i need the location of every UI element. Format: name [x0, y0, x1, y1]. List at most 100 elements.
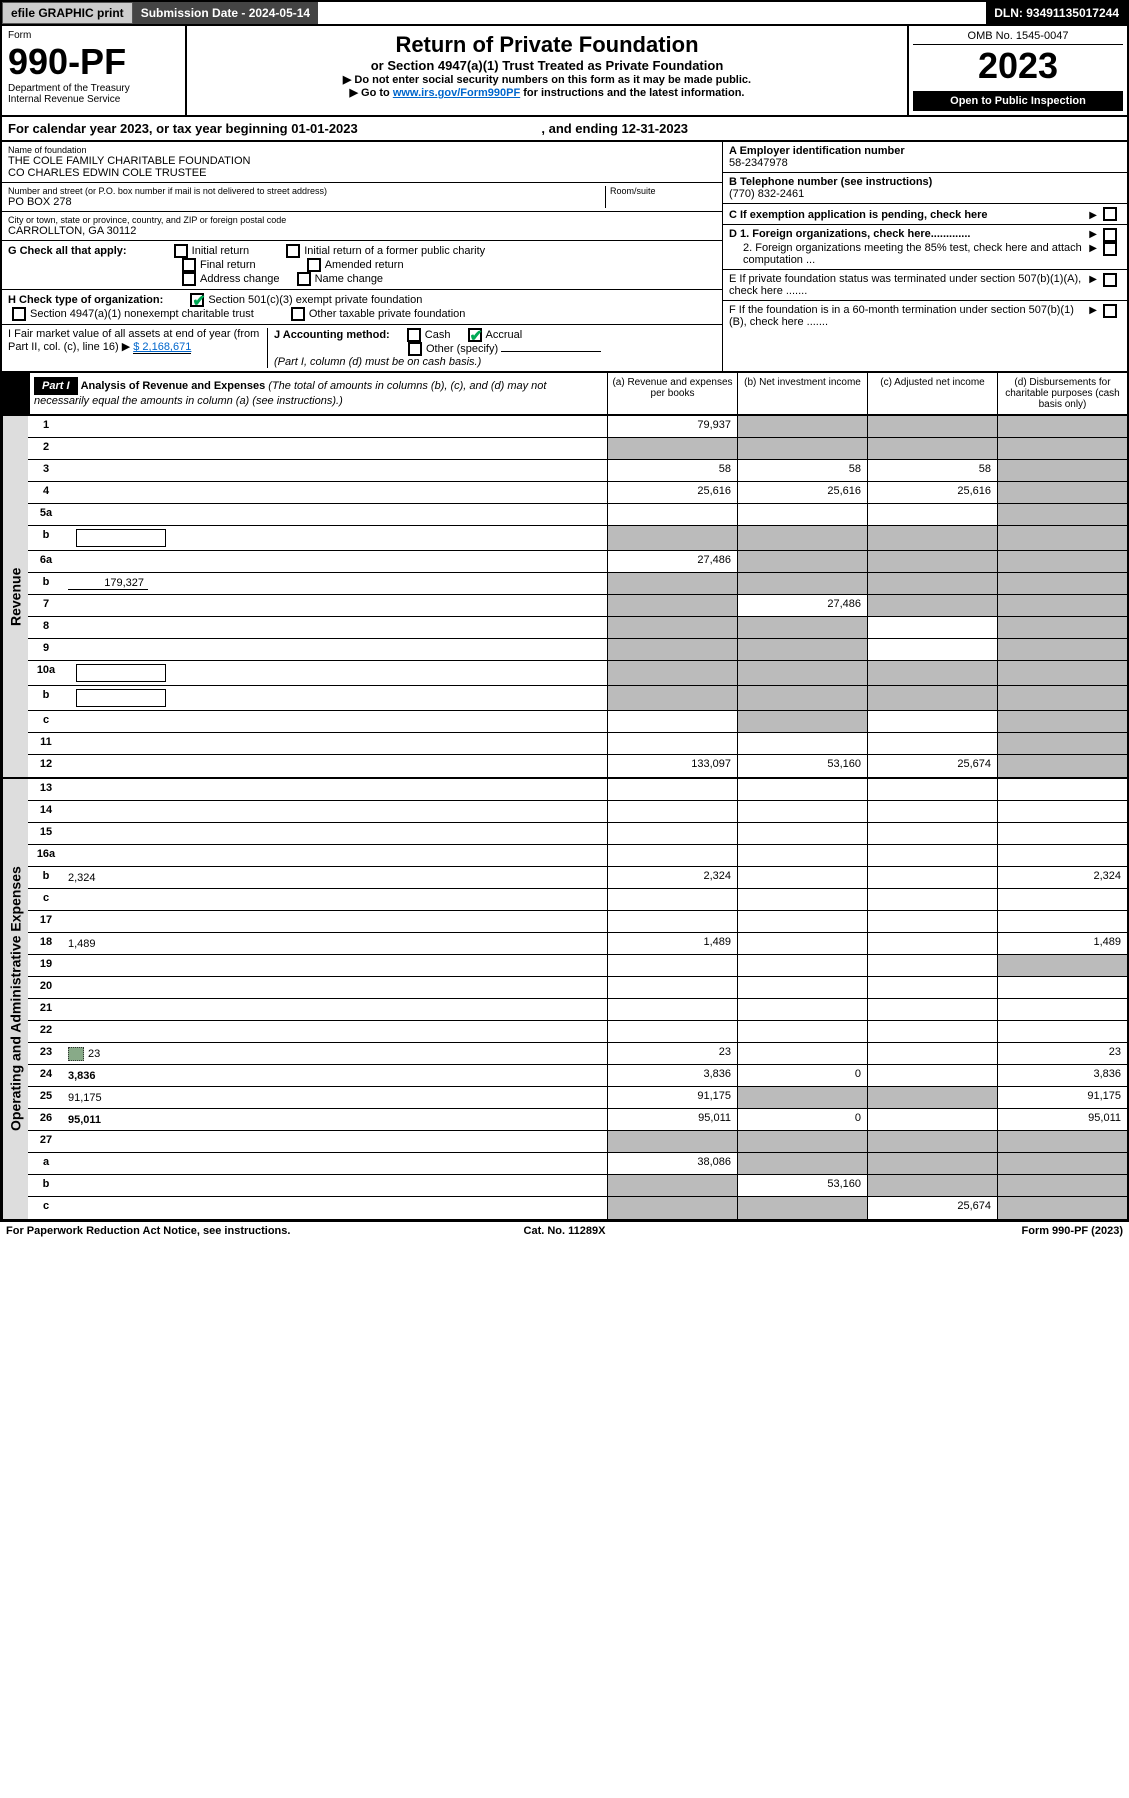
line-number: 10a: [28, 661, 64, 685]
inline-input-box[interactable]: [76, 689, 166, 707]
line-number: b: [28, 573, 64, 594]
tax-year: 2023: [913, 45, 1123, 87]
g-initial-former-checkbox[interactable]: [286, 244, 300, 258]
f-checkbox[interactable]: [1103, 304, 1117, 318]
inline-input-box[interactable]: [76, 664, 166, 682]
value-cell-c: [867, 551, 997, 572]
h-other-checkbox[interactable]: [291, 307, 305, 321]
value-cell-a: 27,486: [607, 551, 737, 572]
value-cell-b: 25,616: [737, 482, 867, 503]
value-cell-d: [997, 779, 1127, 800]
table-row: 17: [28, 911, 1127, 933]
part-1-header-row: Part I Analysis of Revenue and Expenses …: [0, 373, 1129, 416]
line-number: 22: [28, 1021, 64, 1042]
line-number: 6a: [28, 551, 64, 572]
h-501c3-checkbox[interactable]: [190, 293, 204, 307]
value-cell-c: [867, 1087, 997, 1108]
value-cell-d: 23: [997, 1043, 1127, 1064]
page-footer: For Paperwork Reduction Act Notice, see …: [0, 1221, 1129, 1240]
line-number: b: [28, 686, 64, 710]
g-addr-checkbox[interactable]: [182, 272, 196, 286]
c-checkbox[interactable]: [1103, 207, 1117, 221]
d1-checkbox[interactable]: [1103, 228, 1117, 242]
value-cell-b: [737, 1087, 867, 1108]
line-number: a: [28, 1153, 64, 1174]
g-amended-label: Amended return: [325, 259, 404, 271]
irs-label: Internal Revenue Service: [8, 94, 179, 105]
line-description: 2,324: [64, 867, 607, 888]
j-other-checkbox[interactable]: [408, 342, 422, 356]
j-cash-checkbox[interactable]: [407, 328, 421, 342]
value-cell-b: 0: [737, 1109, 867, 1130]
e-label: E If private foundation status was termi…: [729, 273, 1089, 297]
value-cell-c: [867, 416, 997, 437]
value-cell-d: [997, 1197, 1127, 1219]
e-checkbox[interactable]: [1103, 273, 1117, 287]
value-cell-d: [997, 639, 1127, 660]
open-inspection-badge: Open to Public Inspection: [913, 91, 1123, 111]
table-row: b53,160: [28, 1175, 1127, 1197]
line-number: 20: [28, 977, 64, 998]
table-row: 13: [28, 779, 1127, 801]
g-final-checkbox[interactable]: [182, 258, 196, 272]
j-accrual-checkbox[interactable]: [468, 328, 482, 342]
value-cell-a: [607, 526, 737, 550]
table-row: 16a: [28, 845, 1127, 867]
line-number: 16a: [28, 845, 64, 866]
value-cell-b: [737, 911, 867, 932]
value-cell-c: [867, 1131, 997, 1152]
value-cell-d: [997, 661, 1127, 685]
value-cell-a: [607, 1175, 737, 1196]
value-cell-a: [607, 779, 737, 800]
col-b-header: (b) Net investment income: [737, 373, 867, 414]
attachment-icon[interactable]: [68, 1047, 84, 1061]
value-cell-b: [737, 551, 867, 572]
table-row: a 38,086: [28, 1153, 1127, 1175]
value-cell-c: 58: [867, 460, 997, 481]
value-cell-c: [867, 845, 997, 866]
line-description: 95,011: [64, 1109, 607, 1130]
line-description: 3,836: [64, 1065, 607, 1086]
table-row: c: [28, 711, 1127, 733]
value-cell-b: 53,160: [737, 755, 867, 777]
phone-label: B Telephone number (see instructions): [729, 176, 932, 188]
value-cell-d: [997, 755, 1127, 777]
line-number: 3: [28, 460, 64, 481]
inline-input-box[interactable]: [76, 529, 166, 547]
revenue-table: Revenue 179,93723585858425,61625,61625,6…: [0, 416, 1129, 779]
value-cell-c: [867, 595, 997, 616]
value-cell-a: [607, 504, 737, 525]
irs-link[interactable]: www.irs.gov/Form990PF: [393, 87, 520, 99]
value-cell-d: [997, 686, 1127, 710]
calyear-pre: For calendar year 2023, or tax year begi…: [8, 121, 291, 136]
value-cell-d: [997, 551, 1127, 572]
line-number: 15: [28, 823, 64, 844]
line-number: 2: [28, 438, 64, 459]
line-number: 25: [28, 1087, 64, 1108]
value-cell-c: 25,674: [867, 1197, 997, 1219]
line-number: 21: [28, 999, 64, 1020]
value-cell-c: 25,616: [867, 482, 997, 503]
g-name-checkbox[interactable]: [297, 272, 311, 286]
value-cell-a: 1,489: [607, 933, 737, 954]
value-cell-a: 3,836: [607, 1065, 737, 1086]
g-initial-checkbox[interactable]: [174, 244, 188, 258]
value-cell-a: [607, 823, 737, 844]
line-description: [64, 755, 607, 777]
dln-label: DLN: 93491135017244: [986, 2, 1127, 24]
efile-print-button[interactable]: efile GRAPHIC print: [2, 2, 133, 24]
ein-label: A Employer identification number: [729, 145, 905, 157]
d2-checkbox[interactable]: [1103, 242, 1117, 256]
value-cell-c: [867, 617, 997, 638]
value-cell-a: 38,086: [607, 1153, 737, 1174]
line-number: 5a: [28, 504, 64, 525]
line-number: 14: [28, 801, 64, 822]
value-cell-c: [867, 933, 997, 954]
line-description: [64, 551, 607, 572]
j-accrual-label: Accrual: [486, 329, 523, 341]
j-label: J Accounting method:: [274, 329, 390, 341]
value-cell-a: 58: [607, 460, 737, 481]
value-cell-a: [607, 911, 737, 932]
g-amended-checkbox[interactable]: [307, 258, 321, 272]
h-4947-checkbox[interactable]: [12, 307, 26, 321]
